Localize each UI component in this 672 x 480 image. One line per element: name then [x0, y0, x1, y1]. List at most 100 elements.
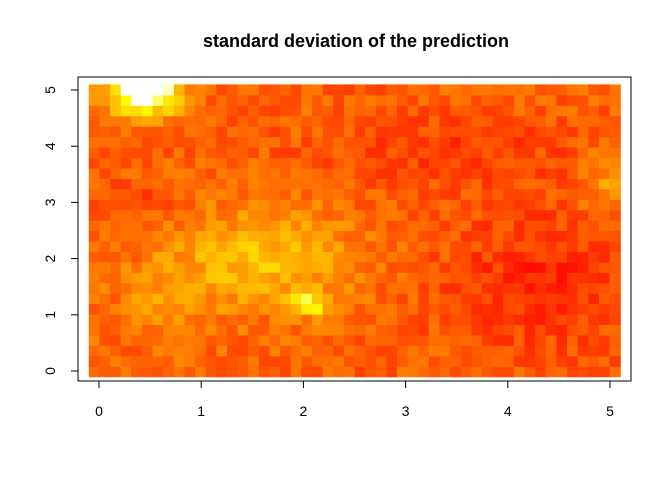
heatmap-cell	[301, 293, 313, 305]
heatmap-cell	[503, 324, 515, 336]
heatmap-cell	[503, 84, 515, 96]
heatmap-cell	[333, 230, 345, 242]
heatmap-cell	[237, 167, 249, 179]
heatmap-cell	[439, 366, 451, 378]
heatmap-cell	[99, 105, 111, 117]
heatmap-cell	[439, 84, 451, 96]
heatmap-cell	[120, 230, 132, 242]
heatmap-cell	[99, 261, 111, 273]
heatmap-cell	[311, 147, 324, 159]
heatmap-cell	[375, 314, 387, 326]
heatmap-cell	[545, 178, 558, 190]
heatmap-cell	[375, 157, 387, 169]
heatmap-cell	[269, 84, 281, 96]
heatmap-cell	[195, 282, 207, 294]
heatmap-cell	[269, 293, 281, 305]
heatmap-cell	[482, 188, 494, 200]
heatmap-cell	[577, 261, 589, 273]
heatmap-cell	[460, 314, 473, 326]
heatmap-cell	[450, 293, 462, 305]
heatmap-cell	[333, 293, 345, 305]
heatmap-cell	[99, 188, 111, 200]
heatmap-cell	[184, 345, 196, 357]
heatmap-cell	[290, 94, 302, 106]
heatmap-cell	[237, 94, 249, 106]
heatmap-cell	[365, 324, 377, 336]
heatmap-cell	[237, 282, 249, 294]
heatmap-cell	[248, 136, 260, 148]
heatmap-cell	[216, 220, 228, 232]
heatmap-cell	[301, 136, 313, 148]
heatmap-cell	[216, 324, 228, 336]
heatmap-cell	[407, 314, 419, 326]
heatmap-cell	[482, 136, 494, 148]
heatmap-cell	[567, 115, 579, 127]
heatmap-cell	[290, 178, 302, 190]
heatmap-cell	[439, 303, 451, 315]
heatmap-cell	[577, 293, 589, 305]
heatmap-cell	[131, 115, 143, 127]
heatmap-cell	[216, 188, 228, 200]
heatmap-cell	[163, 345, 175, 357]
heatmap-cell	[386, 147, 398, 159]
heatmap-cell	[535, 167, 547, 179]
heatmap-cell	[141, 126, 154, 138]
heatmap-cell	[226, 230, 239, 242]
heatmap-cell	[290, 345, 302, 357]
heatmap-cell	[322, 136, 334, 148]
heatmap-cell	[173, 199, 186, 211]
heatmap-cell	[226, 126, 239, 138]
heatmap-cell	[386, 94, 398, 106]
heatmap-cell	[333, 167, 345, 179]
heatmap-cell	[439, 167, 451, 179]
heatmap-cell	[163, 188, 175, 200]
heatmap-cell	[248, 209, 260, 221]
heatmap-cell	[141, 188, 154, 200]
heatmap-cell	[354, 188, 366, 200]
heatmap-cell	[226, 314, 239, 326]
heatmap-cell	[588, 136, 600, 148]
heatmap-cell	[365, 157, 377, 169]
heatmap-cell	[269, 209, 281, 221]
heatmap-cell	[280, 94, 292, 106]
heatmap-cell	[450, 84, 462, 96]
heatmap-cell	[88, 355, 101, 367]
heatmap-cell	[609, 230, 621, 242]
x-tick-label: 0	[95, 403, 103, 419]
heatmap-cell	[173, 293, 186, 305]
heatmap-cell	[333, 366, 345, 378]
heatmap-cell	[311, 261, 324, 273]
heatmap-cell	[609, 167, 621, 179]
heatmap-cell	[311, 220, 324, 232]
heatmap-cell	[375, 293, 387, 305]
heatmap-cell	[482, 272, 494, 284]
heatmap-cell	[141, 355, 154, 367]
heatmap-cell	[492, 178, 504, 190]
heatmap-cell	[99, 334, 111, 346]
heatmap-cell	[471, 167, 483, 179]
heatmap-cell	[269, 324, 281, 336]
heatmap-cell	[460, 167, 473, 179]
heatmap-cell	[280, 240, 292, 252]
heatmap-cell	[311, 272, 324, 284]
heatmap-cell	[280, 261, 292, 273]
heatmap-cell	[248, 105, 260, 117]
heatmap-cell	[418, 199, 430, 211]
heatmap-cell	[460, 282, 473, 294]
heatmap-cell	[173, 209, 186, 221]
heatmap-cell	[418, 272, 430, 284]
heatmap-cell	[163, 126, 175, 138]
heatmap-cell	[311, 178, 324, 190]
heatmap-cell	[173, 324, 186, 336]
heatmap-cell	[375, 188, 387, 200]
heatmap-cell	[492, 105, 504, 117]
heatmap-cell	[120, 84, 132, 96]
heatmap-cell	[290, 84, 302, 96]
heatmap-cell	[120, 126, 132, 138]
heatmap-cell	[460, 303, 473, 315]
heatmap-cell	[290, 126, 302, 138]
heatmap-cell	[365, 314, 377, 326]
heatmap-cell	[280, 293, 292, 305]
heatmap-cell	[131, 147, 143, 159]
